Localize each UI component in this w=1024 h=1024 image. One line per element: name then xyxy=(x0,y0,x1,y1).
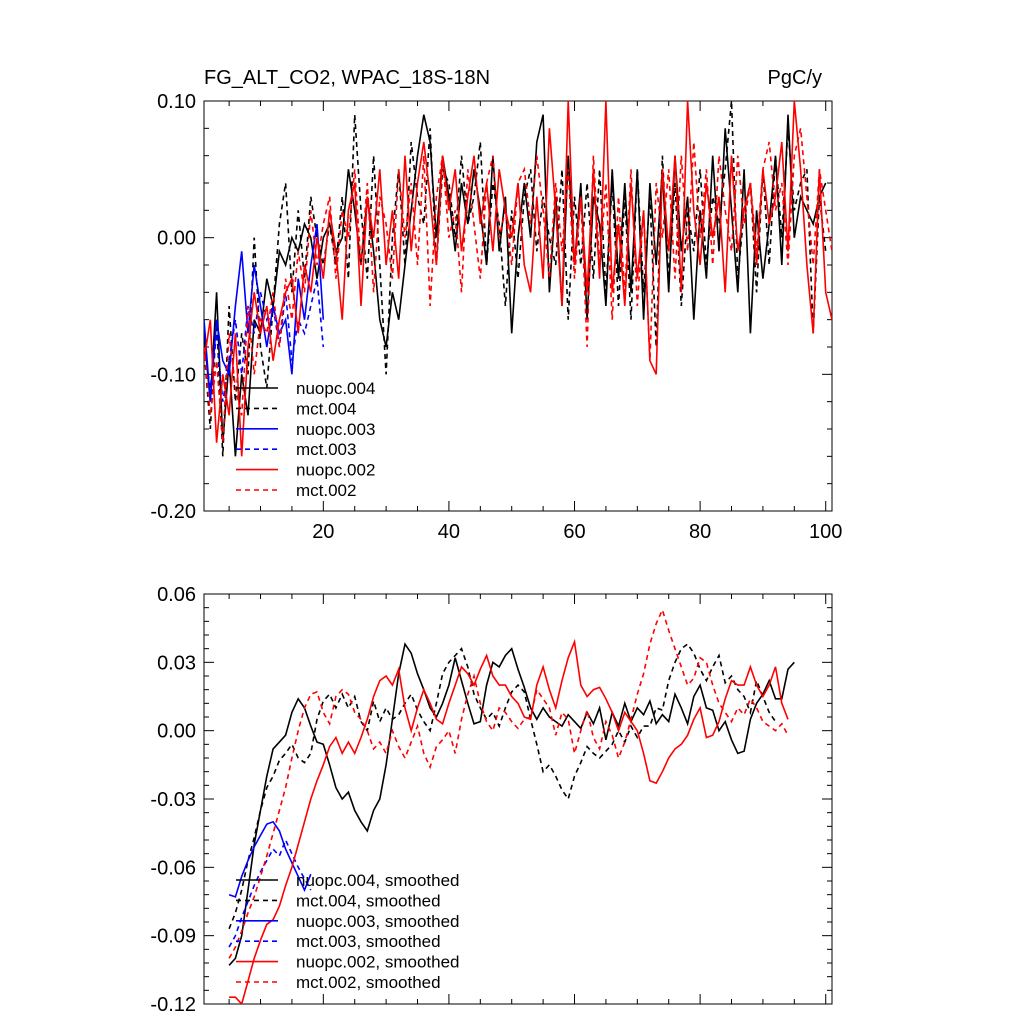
y-tick-label: -0.20 xyxy=(150,501,196,523)
series-line-nuopc-002-smoothed xyxy=(229,638,789,1004)
y-tick-label: 0.03 xyxy=(157,652,196,674)
y-tick-label: -0.12 xyxy=(150,994,196,1016)
y-axis-tick-labels: -0.20 -0.10 0.00 0.10 xyxy=(150,91,196,523)
plot-frame xyxy=(203,100,833,512)
legend-label: mct.002 xyxy=(296,481,356,500)
legend-label: nuopc.002, smoothed xyxy=(296,953,460,972)
x-tick-label: 40 xyxy=(438,521,460,543)
x-axis-tick-labels: 20 40 60 80 100 xyxy=(312,521,842,543)
y-tick-label: -0.06 xyxy=(150,857,196,879)
series-line-nuopc-004-smoothed xyxy=(228,642,795,966)
bottom-panel: -0.12 -0.09 -0.06 -0.03 0.00 0.03 0.06 nuopc.0… xyxy=(150,584,833,1016)
series-lines xyxy=(204,101,832,457)
legend-label: nuopc.004, smoothed xyxy=(296,871,460,890)
legend-label: mct.004, smoothed xyxy=(296,891,441,910)
series-line-nuopc-003-smoothed xyxy=(228,820,312,898)
y-tick-label: 0.06 xyxy=(157,584,196,606)
chart-title: FG_ALT_CO2, WPAC_18S-18N xyxy=(204,67,490,89)
legend-label: nuopc.004 xyxy=(296,379,375,398)
y-tick-label: -0.03 xyxy=(150,789,196,811)
legend-label: nuopc.002 xyxy=(296,461,375,480)
top-panel: FG_ALT_CO2, WPAC_18S-18N PgC/y -0.20 -0.1… xyxy=(150,67,842,543)
series-line-mct-004 xyxy=(204,101,827,457)
y-axis-tick-labels: -0.12 -0.09 -0.06 -0.03 0.00 0.03 0.06 xyxy=(150,584,196,1016)
y-tick-label: 0.10 xyxy=(157,91,196,113)
x-tick-label: 60 xyxy=(563,521,585,543)
y-tick-label: -0.10 xyxy=(150,364,196,386)
legend-label: mct.003 xyxy=(296,440,356,459)
legend-label: nuopc.003, smoothed xyxy=(296,912,460,931)
legend-label: nuopc.003 xyxy=(296,420,375,439)
series-line-mct-003-smoothed xyxy=(228,837,312,948)
x-tick-label: 20 xyxy=(312,521,334,543)
y-tick-label: 0.00 xyxy=(157,228,196,250)
series-line-mct-002-smoothed xyxy=(228,607,789,959)
series-line-mct-002 xyxy=(204,128,832,443)
units-label: PgC/y xyxy=(768,67,822,89)
legend-label: mct.002, smoothed xyxy=(296,973,441,992)
x-tick-label: 80 xyxy=(689,521,711,543)
series-line-mct-004 xyxy=(228,642,777,930)
legend-label: mct.003, smoothed xyxy=(296,932,441,951)
series-line-nuopc-002 xyxy=(204,101,832,457)
y-tick-label: -0.09 xyxy=(150,926,196,948)
series-line-mct-003 xyxy=(204,278,325,402)
x-tick-label: 100 xyxy=(809,521,842,543)
axis-ticks xyxy=(204,593,832,1005)
legend-label: mct.004 xyxy=(296,399,356,418)
series-lines xyxy=(228,607,795,1004)
y-tick-label: 0.00 xyxy=(157,721,196,743)
series-line-nuopc-003 xyxy=(204,223,325,402)
axis-ticks xyxy=(204,100,832,512)
